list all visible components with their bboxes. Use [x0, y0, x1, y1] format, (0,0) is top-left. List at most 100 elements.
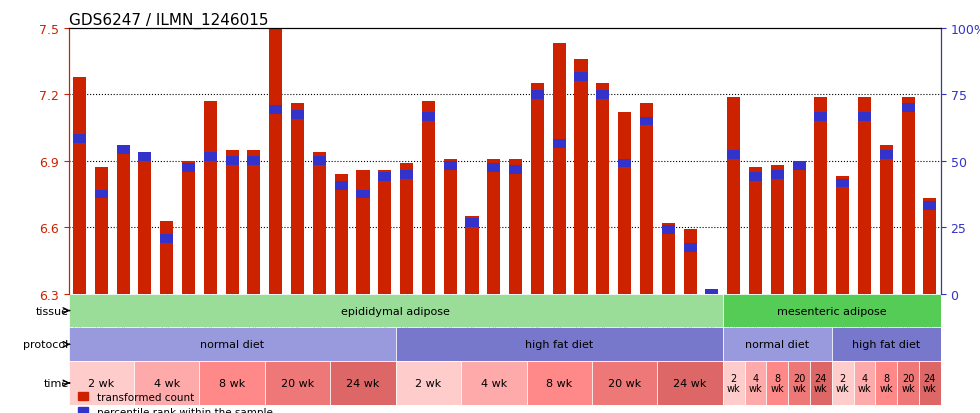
Bar — [880, 150, 893, 159]
Text: epididymal adipose: epididymal adipose — [341, 306, 450, 316]
FancyBboxPatch shape — [766, 361, 788, 405]
Bar — [749, 168, 762, 294]
FancyBboxPatch shape — [875, 361, 898, 405]
Bar — [574, 60, 588, 294]
Bar — [182, 161, 195, 294]
Bar — [225, 157, 239, 166]
Bar — [793, 161, 806, 294]
FancyBboxPatch shape — [461, 361, 526, 405]
Bar — [204, 152, 217, 161]
Bar — [706, 290, 718, 298]
Bar — [770, 170, 784, 179]
Bar — [160, 234, 173, 243]
FancyBboxPatch shape — [723, 328, 832, 361]
Bar — [270, 29, 282, 294]
FancyBboxPatch shape — [592, 361, 658, 405]
Text: 8 wk: 8 wk — [546, 378, 572, 388]
Bar — [487, 164, 501, 173]
Bar — [117, 146, 129, 155]
FancyBboxPatch shape — [723, 294, 941, 328]
Bar — [640, 117, 653, 126]
Text: 2 wk: 2 wk — [416, 378, 442, 388]
Bar — [334, 175, 348, 294]
Text: 24 wk: 24 wk — [346, 378, 379, 388]
Text: 8
wk: 8 wk — [879, 373, 893, 393]
Bar — [793, 161, 806, 170]
Text: 2
wk: 2 wk — [836, 373, 850, 393]
Text: mesenteric adipose: mesenteric adipose — [777, 306, 887, 316]
Bar — [902, 104, 914, 113]
Bar — [814, 113, 827, 122]
Bar — [509, 159, 522, 294]
Text: 24 wk: 24 wk — [673, 378, 707, 388]
Bar — [727, 150, 740, 159]
Text: 8
wk: 8 wk — [770, 373, 784, 393]
Bar — [421, 102, 435, 294]
FancyBboxPatch shape — [658, 361, 723, 405]
Bar — [400, 170, 414, 179]
Bar — [357, 170, 369, 294]
Bar — [138, 152, 152, 294]
Bar — [836, 177, 850, 294]
Text: 20
wk: 20 wk — [902, 373, 915, 393]
Bar — [531, 84, 544, 294]
Text: 20
wk: 20 wk — [792, 373, 806, 393]
FancyBboxPatch shape — [898, 361, 919, 405]
Bar — [902, 97, 914, 294]
Bar — [378, 170, 391, 294]
FancyBboxPatch shape — [526, 361, 592, 405]
Text: 24
wk: 24 wk — [923, 373, 937, 393]
Bar — [858, 113, 871, 122]
Bar — [683, 230, 697, 294]
Bar — [749, 173, 762, 181]
Text: 2 wk: 2 wk — [88, 378, 115, 388]
Text: time: time — [43, 378, 69, 388]
Bar — [182, 164, 195, 173]
Bar — [923, 199, 937, 294]
Bar — [923, 201, 937, 210]
FancyBboxPatch shape — [69, 361, 134, 405]
Bar — [662, 223, 675, 294]
FancyBboxPatch shape — [809, 361, 832, 405]
Bar — [378, 173, 391, 181]
Bar — [836, 179, 850, 188]
Text: tissue: tissue — [35, 306, 69, 316]
Bar — [618, 113, 631, 294]
Bar — [291, 111, 304, 119]
Bar — [291, 104, 304, 294]
Bar — [466, 219, 478, 228]
Bar — [640, 104, 653, 294]
FancyBboxPatch shape — [69, 328, 396, 361]
FancyBboxPatch shape — [200, 361, 265, 405]
Bar — [596, 91, 610, 100]
FancyBboxPatch shape — [832, 361, 854, 405]
Bar — [138, 152, 152, 161]
Bar — [706, 290, 718, 294]
Bar — [770, 166, 784, 294]
Bar — [204, 102, 217, 294]
FancyBboxPatch shape — [919, 361, 941, 405]
Text: 4 wk: 4 wk — [154, 378, 180, 388]
Text: 4
wk: 4 wk — [749, 373, 762, 393]
Text: 24
wk: 24 wk — [814, 373, 828, 393]
FancyBboxPatch shape — [396, 328, 723, 361]
Bar — [117, 146, 129, 294]
Text: normal diet: normal diet — [745, 339, 809, 349]
FancyBboxPatch shape — [134, 361, 200, 405]
Text: 2
wk: 2 wk — [727, 373, 741, 393]
Bar — [73, 78, 86, 294]
Bar — [466, 217, 478, 294]
FancyBboxPatch shape — [265, 361, 330, 405]
Legend: transformed count, percentile rank within the sample: transformed count, percentile rank withi… — [74, 388, 276, 413]
Text: 4
wk: 4 wk — [858, 373, 871, 393]
Bar — [357, 190, 369, 199]
FancyBboxPatch shape — [745, 361, 766, 405]
FancyBboxPatch shape — [854, 361, 875, 405]
Bar — [247, 157, 261, 166]
FancyBboxPatch shape — [396, 361, 461, 405]
FancyBboxPatch shape — [723, 361, 745, 405]
Text: high fat diet: high fat diet — [525, 339, 593, 349]
Bar — [487, 159, 501, 294]
Bar — [73, 135, 86, 144]
Text: 20 wk: 20 wk — [608, 378, 641, 388]
